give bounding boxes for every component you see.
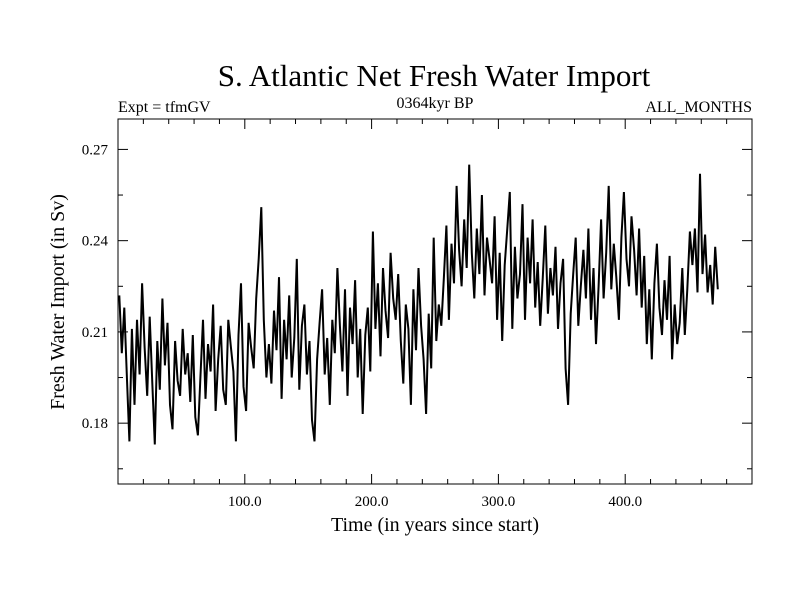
y-tick-label: 0.18 (82, 416, 108, 432)
y-axis: 0.18 0.21 0.24 0.27 (82, 142, 752, 470)
x-tick-label: 400.0 (608, 494, 642, 510)
x-axis: 100.0 200.0 300.0 400.0 (142, 119, 728, 510)
y-tick-label: 0.21 (82, 325, 108, 341)
months-label: ALL_MONTHS (645, 99, 752, 116)
experiment-label: Expt = tfmGV (118, 99, 211, 116)
fresh-water-import-line (118, 164, 719, 445)
x-axis-label: Time (in years since start) (331, 514, 539, 536)
y-tick-label: 0.27 (82, 142, 109, 158)
y-tick-label: 0.24 (82, 234, 109, 250)
plot-frame (117, 118, 753, 485)
series-layer (118, 164, 719, 445)
y-axis-label: Fresh Water Import (in Sv) (47, 194, 69, 410)
period-label: 0364kyr BP (397, 95, 474, 112)
x-tick-label: 200.0 (355, 494, 389, 510)
x-tick-label: 100.0 (228, 494, 262, 510)
x-tick-label: 300.0 (482, 494, 516, 510)
chart-title: S. Atlantic Net Fresh Water Import (218, 58, 651, 93)
